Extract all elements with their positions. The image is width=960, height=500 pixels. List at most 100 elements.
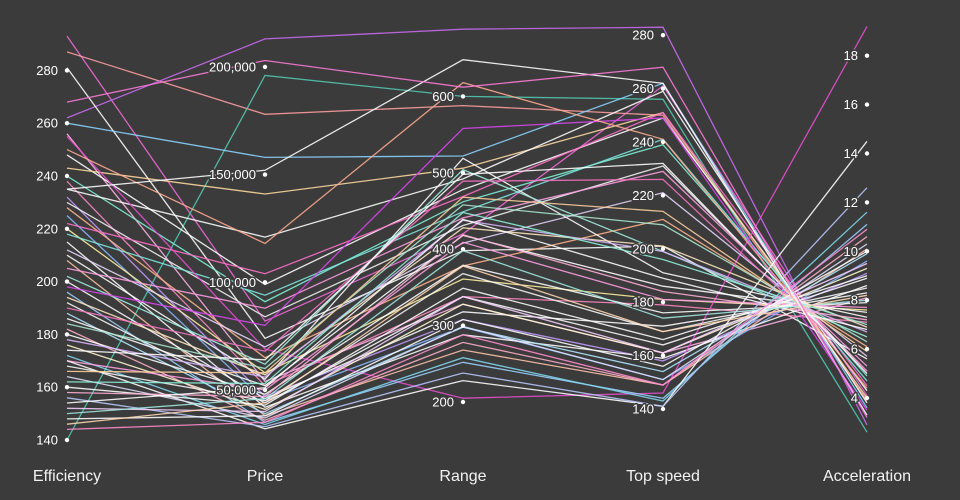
- tick-dot: [64, 173, 70, 179]
- data-line[interactable]: [66, 275, 868, 406]
- tick-dot: [64, 226, 70, 231]
- tick-dot: [864, 298, 870, 303]
- data-line[interactable]: [66, 26, 868, 426]
- tick-dot: [864, 249, 870, 254]
- data-line[interactable]: [66, 211, 868, 426]
- tick-dot: [460, 94, 466, 99]
- tick-label: 160: [632, 348, 654, 363]
- axis-title-range[interactable]: Range: [438, 467, 488, 487]
- tick-dot: [64, 279, 70, 284]
- tick-label: 200,000: [209, 59, 256, 74]
- tick-dot: [64, 332, 70, 337]
- data-line[interactable]: [66, 196, 868, 374]
- axis-title-efficiency[interactable]: Efficiency: [31, 467, 102, 487]
- tick-label: 50,000: [216, 383, 256, 398]
- data-line[interactable]: [66, 211, 868, 385]
- tick-label: 600: [432, 89, 454, 104]
- data-line[interactable]: [66, 227, 868, 376]
- data-line[interactable]: [66, 170, 868, 367]
- tick-dot: [262, 64, 268, 70]
- tick-label: 260: [36, 116, 58, 131]
- tick-label: 280: [36, 63, 58, 78]
- data-line[interactable]: [66, 35, 868, 396]
- tick-label: 240: [632, 135, 654, 150]
- tick-dot: [460, 247, 466, 252]
- data-line[interactable]: [66, 204, 868, 370]
- tick-label: 160: [36, 380, 58, 395]
- axis-title-top-speed[interactable]: Top speed: [625, 467, 702, 487]
- tick-dot: [660, 246, 666, 251]
- tick-label: 180: [36, 327, 58, 342]
- tick-label: 6: [851, 342, 858, 357]
- data-line[interactable]: [66, 241, 868, 391]
- tick-label: 280: [632, 28, 654, 43]
- tick-dot: [64, 121, 70, 126]
- data-line[interactable]: [66, 233, 868, 398]
- tick-dot: [660, 300, 666, 305]
- tick-dot: [660, 406, 666, 412]
- tick-dot: [864, 53, 870, 58]
- data-line[interactable]: [66, 228, 868, 431]
- tick-label: 8: [851, 293, 858, 308]
- data-line[interactable]: [66, 264, 868, 396]
- tick-label: 14: [844, 146, 858, 161]
- tick-label: 140: [632, 402, 654, 417]
- tick-dot: [864, 200, 870, 205]
- data-line[interactable]: [66, 281, 868, 400]
- tick-label: 200: [36, 274, 58, 289]
- data-line[interactable]: [66, 157, 868, 381]
- tick-label: 4: [851, 391, 858, 406]
- data-line[interactable]: [66, 59, 868, 418]
- tick-dot: [864, 151, 870, 156]
- tick-label: 240: [36, 169, 58, 184]
- tick-dot: [660, 33, 666, 38]
- data-line[interactable]: [66, 187, 868, 428]
- data-line[interactable]: [66, 26, 868, 399]
- axis-title-price[interactable]: Price: [245, 467, 285, 487]
- data-line[interactable]: [66, 90, 868, 404]
- tick-dot: [864, 102, 870, 107]
- tick-dot: [660, 86, 666, 91]
- data-line[interactable]: [66, 117, 868, 411]
- data-line[interactable]: [66, 218, 868, 404]
- tick-label: 400: [432, 242, 454, 257]
- axis-title-acceleration[interactable]: Acceleration: [821, 467, 912, 487]
- data-line[interactable]: [66, 82, 868, 409]
- tick-dot: [660, 193, 666, 198]
- data-line[interactable]: [66, 178, 868, 372]
- tick-label: 200: [432, 395, 454, 410]
- data-line[interactable]: [66, 267, 868, 411]
- data-line[interactable]: [66, 265, 868, 425]
- data-line[interactable]: [66, 223, 868, 424]
- data-line[interactable]: [66, 248, 868, 417]
- tick-dot: [864, 346, 870, 352]
- data-line[interactable]: [66, 138, 868, 382]
- tick-label: 12: [844, 195, 858, 210]
- data-line[interactable]: [66, 250, 868, 420]
- tick-label: 140: [36, 433, 58, 448]
- data-line[interactable]: [66, 111, 868, 387]
- tick-dot: [262, 280, 268, 285]
- data-line[interactable]: [66, 81, 868, 389]
- tick-label: 180: [632, 295, 654, 310]
- data-line[interactable]: [66, 168, 868, 365]
- data-line[interactable]: [66, 228, 868, 374]
- tick-dot: [262, 387, 268, 393]
- tick-dot: [64, 437, 70, 443]
- data-line[interactable]: [66, 117, 868, 392]
- tick-dot: [660, 139, 666, 145]
- tick-label: 18: [844, 48, 858, 63]
- tick-label: 300: [432, 318, 454, 333]
- tick-dot: [460, 323, 466, 328]
- tick-label: 260: [632, 81, 654, 96]
- tick-dot: [64, 68, 70, 73]
- tick-label: 10: [844, 244, 858, 259]
- data-line[interactable]: [66, 111, 868, 399]
- data-line[interactable]: [66, 272, 868, 402]
- tick-dot: [262, 172, 268, 177]
- data-line[interactable]: [66, 59, 868, 416]
- tick-label: 200: [632, 241, 654, 256]
- tick-label: 220: [632, 188, 654, 203]
